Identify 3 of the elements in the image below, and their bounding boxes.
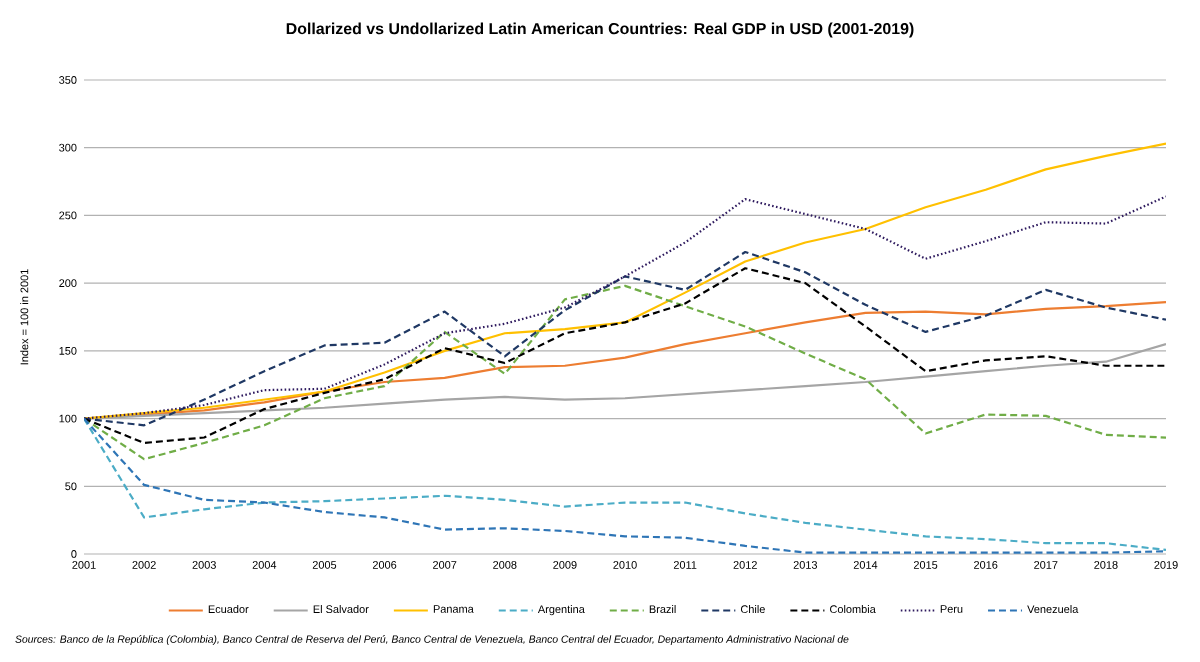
line-series bbox=[84, 250, 1167, 427]
line-series bbox=[84, 195, 1167, 420]
line-series bbox=[84, 267, 1167, 445]
